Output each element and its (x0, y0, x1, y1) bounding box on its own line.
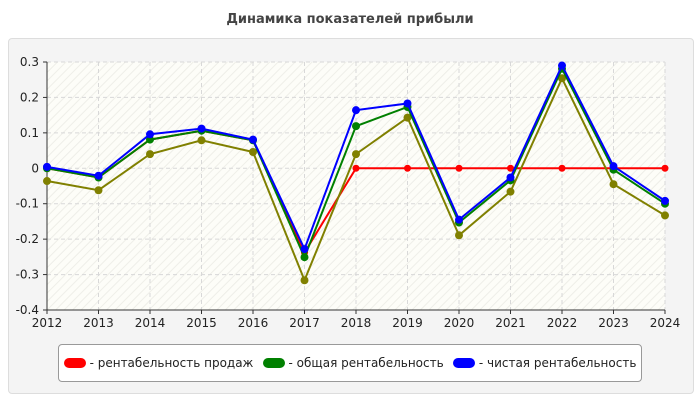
x-tick-label: 2019 (392, 316, 423, 330)
y-tick-label: 0.2 (20, 90, 39, 104)
data-point (455, 164, 463, 172)
data-point (455, 215, 463, 224)
data-point (403, 113, 412, 122)
y-tick-label: 0 (31, 161, 39, 175)
y-tick-label: 0.1 (20, 126, 39, 140)
data-point (558, 61, 566, 70)
x-tick-label: 2024 (650, 316, 681, 330)
data-point (197, 136, 206, 145)
legend-item-net[interactable]: - чистая рентабельность (452, 356, 637, 370)
data-point (506, 173, 515, 182)
data-point (300, 276, 309, 285)
data-point (661, 211, 669, 220)
data-point (558, 74, 566, 83)
legend: - рентабельность продаж - общая рентабел… (58, 344, 642, 382)
x-tick-label: 2017 (289, 316, 320, 330)
data-point (146, 150, 154, 159)
legend-item-sales[interactable]: - рентабельность продаж (63, 356, 254, 370)
data-point (43, 177, 51, 186)
data-point (661, 196, 669, 205)
x-tick-label: 2016 (238, 316, 269, 330)
x-tick-label: 2015 (186, 316, 217, 330)
data-point (609, 180, 618, 189)
chart-title: Динамика показателей прибыли (226, 12, 474, 27)
legend-swatch (452, 358, 475, 368)
data-point (558, 164, 566, 172)
y-tick-label: -0.1 (16, 197, 39, 211)
legend-label: - чистая рентабельность (478, 356, 637, 370)
data-point (352, 106, 360, 115)
data-point (352, 122, 360, 131)
x-tick-label: 2020 (444, 316, 475, 330)
legend-label: - общая рентабельность (288, 356, 444, 370)
legend-swatch (63, 358, 86, 368)
data-point (507, 164, 514, 172)
x-tick-label: 2022 (547, 316, 578, 330)
data-point (403, 99, 412, 108)
data-point (661, 164, 669, 172)
x-tick-label: 2018 (341, 316, 372, 330)
legend-label: - рентабельность продаж (89, 356, 254, 370)
legend-item-total[interactable]: - общая рентабельность (262, 356, 444, 370)
y-tick-label: -0.4 (16, 303, 39, 317)
data-point (94, 171, 103, 180)
data-point (94, 186, 103, 195)
data-point (609, 162, 618, 171)
data-point (197, 124, 206, 133)
data-point (300, 245, 309, 254)
x-tick-label: 2012 (32, 316, 63, 330)
data-point (455, 231, 463, 240)
data-point (146, 130, 154, 139)
data-point (43, 162, 51, 171)
data-point (352, 150, 360, 159)
data-point (300, 253, 309, 262)
data-point (352, 164, 360, 172)
x-tick-label: 2014 (135, 316, 166, 330)
legend-swatch (262, 358, 285, 368)
y-tick-label: 0.3 (20, 55, 39, 69)
data-point (249, 135, 257, 144)
x-tick-label: 2021 (495, 316, 526, 330)
x-tick-label: 2013 (83, 316, 114, 330)
data-point (404, 164, 411, 172)
data-point (249, 147, 257, 156)
y-tick-label: -0.2 (16, 232, 39, 246)
x-tick-label: 2023 (598, 316, 629, 330)
data-point (506, 187, 515, 196)
y-tick-label: -0.3 (16, 268, 39, 282)
